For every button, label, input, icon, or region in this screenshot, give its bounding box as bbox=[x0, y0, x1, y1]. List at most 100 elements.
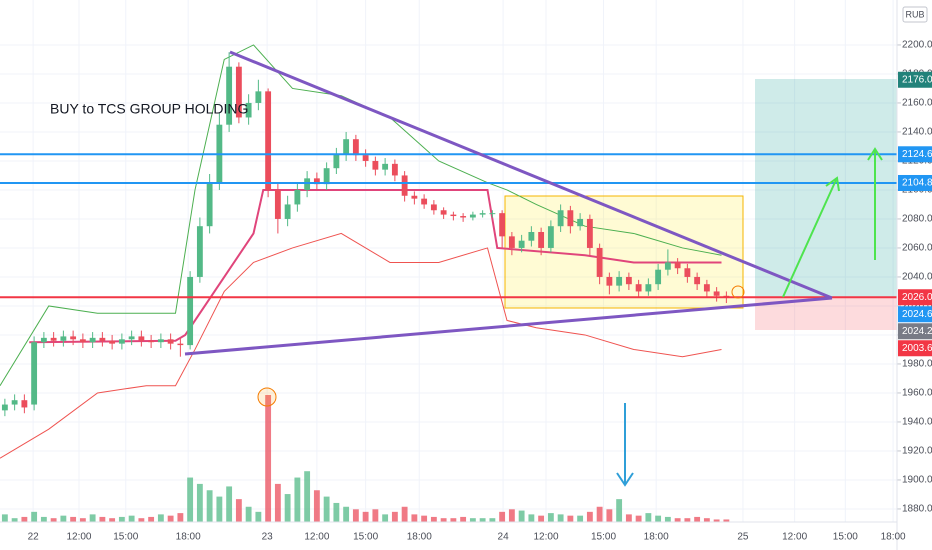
x-tick-label: 18:00 bbox=[176, 532, 201, 543]
candle-body bbox=[177, 343, 184, 346]
candle-body bbox=[430, 204, 437, 211]
volume-bar bbox=[128, 515, 135, 522]
candle-body bbox=[664, 262, 671, 270]
candle-body bbox=[89, 337, 96, 343]
candle-body bbox=[372, 160, 379, 170]
volume-bar bbox=[255, 511, 262, 522]
x-tick-label: 25 bbox=[737, 532, 749, 543]
y-tick-label: 2040.0 bbox=[902, 272, 932, 283]
volume-bar bbox=[40, 516, 47, 522]
trend-line bbox=[229, 50, 833, 300]
volume-bar bbox=[538, 515, 545, 522]
volume-bar bbox=[333, 502, 340, 522]
volume-bar bbox=[1, 514, 8, 522]
annotation: BUY to TCS GROUP HOLDING bbox=[50, 101, 248, 117]
candle-body bbox=[148, 340, 155, 343]
volume-bar bbox=[235, 499, 242, 522]
volume-bar bbox=[713, 519, 720, 522]
candle-body bbox=[206, 182, 213, 227]
candle-body bbox=[157, 339, 164, 343]
candle-body bbox=[323, 168, 330, 185]
candle-body bbox=[187, 276, 194, 346]
candle-body bbox=[109, 340, 116, 344]
candle-body bbox=[138, 336, 145, 341]
candle-body bbox=[118, 339, 125, 344]
x-tick-label: 24 bbox=[498, 532, 510, 543]
candle-body bbox=[304, 178, 311, 190]
candle-body bbox=[255, 91, 262, 103]
volume-bar bbox=[177, 513, 184, 522]
volume-bar bbox=[323, 496, 330, 522]
grid bbox=[0, 0, 901, 522]
candle-body bbox=[674, 262, 681, 269]
candle-body bbox=[499, 213, 506, 237]
volume-bar bbox=[479, 518, 486, 522]
volume-bar bbox=[226, 486, 233, 522]
candle-body bbox=[60, 336, 67, 341]
candle-body bbox=[421, 198, 428, 205]
volume-bar bbox=[421, 515, 428, 522]
candle-body bbox=[469, 214, 476, 218]
candle-body bbox=[265, 91, 272, 190]
candle-body bbox=[606, 276, 613, 286]
volume-bar bbox=[148, 516, 155, 522]
candle-body bbox=[616, 276, 623, 286]
y-tick-label: 1900.0 bbox=[902, 475, 932, 486]
x-tick-label: 15:00 bbox=[833, 532, 858, 543]
candle-body bbox=[245, 102, 252, 118]
highlight-circle bbox=[731, 285, 745, 299]
y-tick-label: 1880.0 bbox=[902, 504, 932, 515]
arrow-head bbox=[616, 472, 634, 487]
volume-bar bbox=[362, 511, 369, 522]
candle-body bbox=[343, 139, 350, 154]
volume-bar bbox=[684, 518, 691, 522]
volume-bar bbox=[606, 509, 613, 522]
candle-body bbox=[577, 218, 584, 227]
y-tick-label: 1920.0 bbox=[902, 446, 932, 457]
volume-bar bbox=[440, 518, 447, 522]
x-tick-label: 18:00 bbox=[644, 532, 669, 543]
candle-body bbox=[21, 400, 28, 408]
candle-body bbox=[411, 195, 418, 199]
x-tick-label: 12:00 bbox=[66, 532, 91, 543]
candle-body bbox=[167, 339, 174, 344]
volume-bar bbox=[352, 509, 359, 522]
volume-bar bbox=[499, 511, 506, 522]
volume-bar bbox=[645, 513, 652, 522]
volume-bar bbox=[50, 518, 57, 522]
volume-bar bbox=[616, 499, 623, 522]
candle-body bbox=[586, 218, 593, 248]
volume-bar bbox=[216, 496, 223, 522]
candle-body bbox=[460, 216, 467, 218]
candle-body bbox=[31, 342, 38, 405]
volume-bar bbox=[245, 506, 252, 522]
volume-bar bbox=[430, 516, 437, 522]
candle-body bbox=[352, 139, 359, 156]
x-tick-label: 15:00 bbox=[113, 532, 138, 543]
candle-body bbox=[528, 232, 535, 241]
candle-body bbox=[1, 404, 8, 411]
candle-body bbox=[284, 204, 291, 219]
volume-arrow bbox=[616, 403, 634, 487]
y-tick-label: 1960.0 bbox=[902, 388, 932, 399]
x-tick-label: 15:00 bbox=[591, 532, 616, 543]
candle-body bbox=[274, 189, 281, 219]
volume-bar bbox=[304, 471, 311, 522]
y-tick-label: 2140.0 bbox=[902, 127, 932, 138]
candle-body bbox=[635, 284, 642, 292]
indicator-line bbox=[0, 232, 722, 459]
price-label: 2024.2 bbox=[902, 326, 932, 337]
price-labels: 1880.01900.01920.01940.01960.01980.02000… bbox=[28, 40, 932, 543]
volume-bar bbox=[596, 506, 603, 522]
candle-body bbox=[567, 210, 574, 227]
price-label: 2026.0 bbox=[902, 292, 932, 303]
y-tick-label: 2160.0 bbox=[902, 98, 932, 109]
y-tick-label: 2080.0 bbox=[902, 214, 932, 225]
y-tick-label: 2060.0 bbox=[902, 243, 932, 254]
price-label: 2176.0 bbox=[902, 74, 932, 85]
highlight-circle bbox=[257, 387, 277, 407]
trend-line bbox=[184, 296, 833, 356]
volume-bar bbox=[401, 506, 408, 522]
candle-body bbox=[294, 189, 301, 205]
arrow-head bbox=[825, 176, 840, 192]
